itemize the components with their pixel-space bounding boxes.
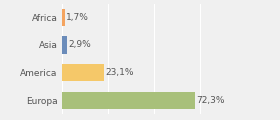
Bar [62,36,67,54]
Text: 23,1%: 23,1% [106,68,134,77]
Bar [62,64,104,81]
Text: 1,7%: 1,7% [66,13,89,22]
Bar [62,92,195,109]
Bar [62,9,65,26]
Text: 72,3%: 72,3% [197,96,225,105]
Text: 2,9%: 2,9% [68,40,91,49]
